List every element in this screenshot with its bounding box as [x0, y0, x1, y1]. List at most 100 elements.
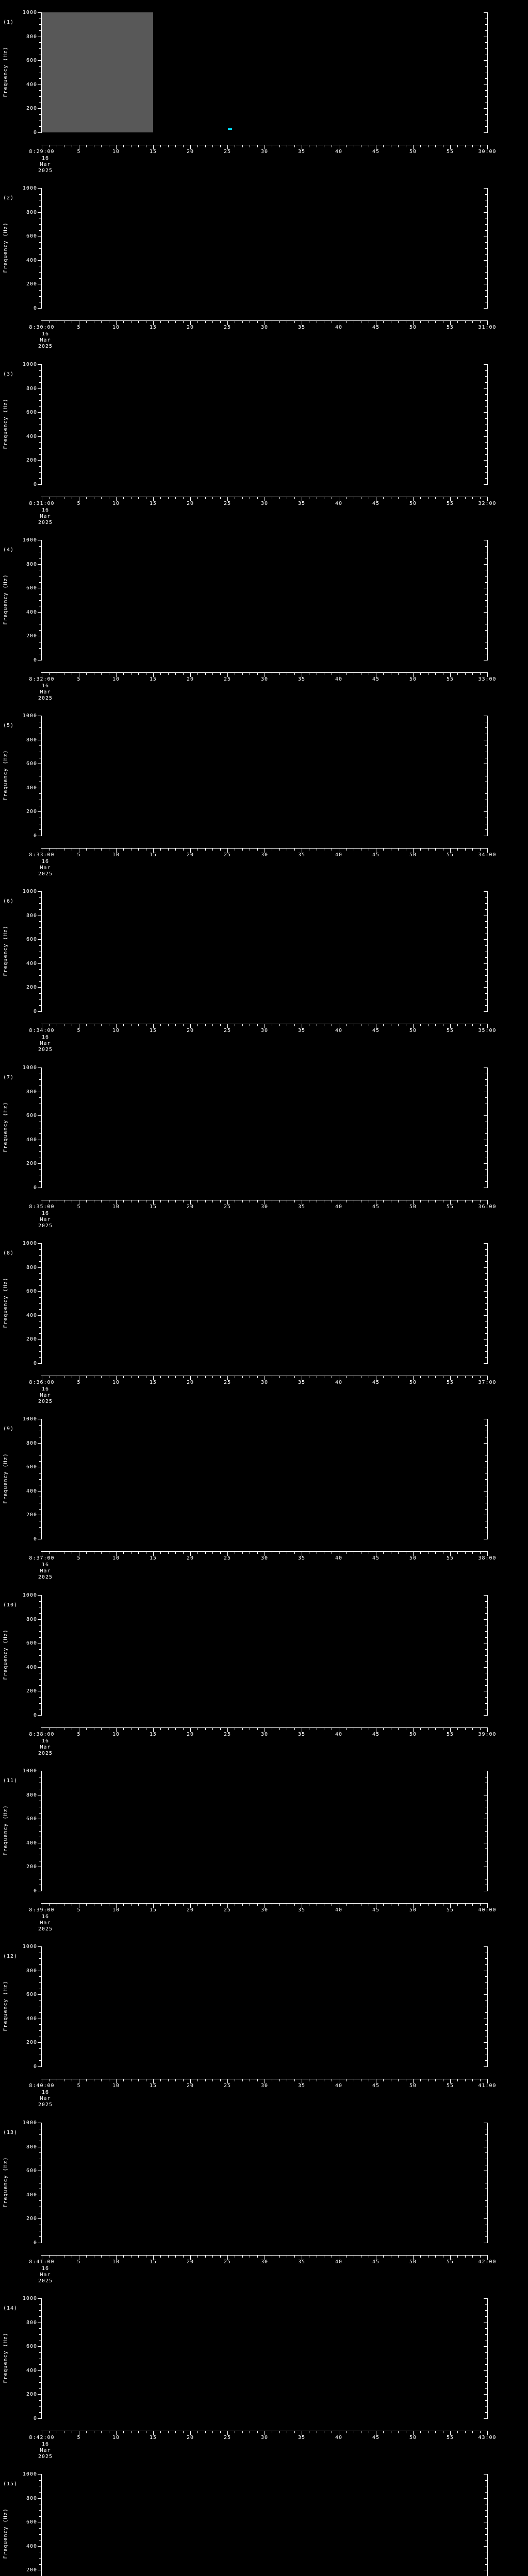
y-tick-right: [484, 1443, 487, 1444]
time-tick: [160, 321, 161, 323]
y-tick-left: [39, 2310, 41, 2311]
y-tick-left: [39, 1613, 41, 1614]
y-tick-right: [485, 576, 487, 577]
time-tick: [383, 2256, 384, 2258]
time-tick: [197, 1024, 198, 1026]
time-tick: [472, 497, 473, 499]
y-axis-right: [487, 540, 488, 660]
time-tick: [86, 2431, 87, 2433]
time-tick: [450, 497, 451, 501]
time-tick: [190, 1904, 191, 1908]
y-tick-left: [39, 1661, 41, 1662]
y-tick-right: [484, 1363, 487, 1364]
y-tick-left: [39, 2200, 41, 2201]
y-tick-label: 200: [26, 281, 37, 287]
x-tick-label: 30: [260, 1380, 269, 1385]
time-tick: [242, 1200, 243, 1202]
time-tick: [138, 1728, 139, 1730]
time-tick: [279, 1552, 280, 1554]
y-tick-right: [485, 78, 487, 79]
y-axis-right: [487, 2474, 488, 2576]
y-tick-right: [485, 2304, 487, 2305]
time-tick: [205, 849, 206, 851]
x-tick-label: 5: [77, 1732, 81, 1737]
y-tick-label: 400: [26, 785, 37, 791]
y-tick-right: [485, 1613, 487, 1614]
y-tick-right: [485, 1697, 487, 1698]
time-tick: [465, 849, 466, 851]
panel-index-label: (15): [3, 2481, 18, 2487]
time-tick: [480, 1200, 481, 1202]
time-tick: [450, 2256, 451, 2260]
y-tick-label: 1000: [22, 2471, 37, 2477]
y-tick-right: [485, 897, 487, 898]
time-tick: [279, 673, 280, 675]
x-tick-label: 25: [223, 1204, 232, 1210]
x-tick-label: 55: [446, 1204, 454, 1210]
y-tick-left: [38, 1994, 41, 1995]
time-tick: [123, 1728, 124, 1730]
y-axis-title: Frequency (Hz): [3, 574, 9, 625]
y-tick-right: [485, 248, 487, 249]
y-tick-label: 800: [26, 1440, 37, 1446]
end-time-label: 35:00: [478, 1028, 497, 1033]
time-tick: [160, 2079, 161, 2081]
y-tick-label: 1000: [22, 2296, 37, 2301]
y-axis-right: [487, 1243, 488, 1364]
time-tick: [205, 321, 206, 323]
time-tick: [212, 145, 213, 147]
y-tick-left: [39, 1133, 41, 1134]
x-tick-label: 40: [335, 2435, 343, 2441]
y-tick-right: [485, 1813, 487, 1814]
time-tick: [212, 2256, 213, 2258]
date-label: Mar: [40, 337, 51, 343]
y-tick-left: [39, 829, 41, 830]
y-tick-left: [38, 2394, 41, 2395]
time-tick: [138, 849, 139, 851]
time-tick: [49, 321, 50, 323]
time-tick: [168, 2079, 169, 2081]
y-tick-left: [39, 546, 41, 547]
y-tick-left: [39, 745, 41, 746]
time-tick: [487, 849, 488, 853]
y-tick-right: [485, 114, 487, 115]
x-tick-label: 5: [77, 676, 81, 682]
x-tick-label: 35: [298, 1028, 306, 1033]
time-tick: [197, 1552, 198, 1554]
y-tick-left: [38, 1491, 41, 1492]
y-tick-right: [484, 1315, 487, 1316]
x-tick-label: 55: [446, 852, 454, 858]
y-tick-left: [39, 2134, 41, 2135]
time-tick: [160, 1552, 161, 1554]
time-tick: [435, 1552, 436, 1554]
time-tick: [227, 849, 228, 853]
time-tick: [153, 1904, 154, 1908]
y-tick-label: 1000: [22, 1768, 37, 1774]
x-tick-label: 25: [223, 1732, 232, 1737]
time-tick: [175, 849, 176, 851]
start-time-label: 8:38:00: [29, 1732, 55, 1737]
y-tick-left: [39, 278, 41, 279]
time-tick: [480, 2256, 481, 2258]
time-tick: [487, 145, 488, 149]
time-tick: [101, 321, 102, 323]
y-tick-label: 800: [26, 1968, 37, 1974]
time-tick: [101, 2256, 102, 2258]
time-tick: [227, 1728, 228, 1732]
time-tick: [116, 2256, 117, 2260]
time-tick: [153, 1200, 154, 1205]
y-axis-left: [41, 1419, 42, 1539]
time-tick: [383, 321, 384, 323]
y-tick-right: [485, 981, 487, 982]
y-tick-right: [484, 1163, 487, 1164]
time-tick: [487, 1200, 488, 1205]
time-tick: [197, 849, 198, 851]
y-tick-left: [39, 1831, 41, 1832]
time-tick: [383, 1728, 384, 1730]
end-time-label: 40:00: [478, 1907, 497, 1913]
panel-index-label: (10): [3, 1602, 18, 1608]
y-tick-right: [485, 1976, 487, 1977]
date-label: 16: [41, 2442, 50, 2447]
time-tick: [435, 321, 436, 323]
